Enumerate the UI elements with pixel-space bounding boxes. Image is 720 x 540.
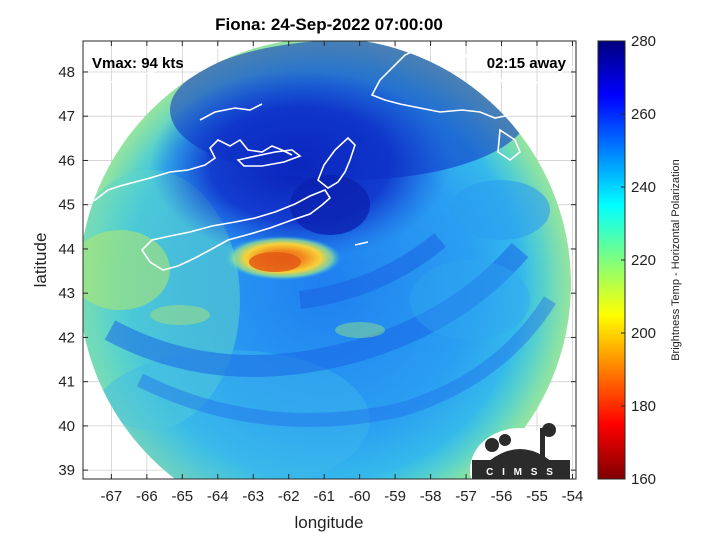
y-tick-label: 45 (58, 197, 75, 214)
y-tick-label: 39 (58, 462, 75, 479)
time-away-label: 02:15 away (487, 55, 567, 72)
x-tick-label: -65 (171, 488, 193, 505)
colorbar-ticks: 160 180 200 220 240 260 280 (621, 33, 656, 488)
x-tick-label: -59 (384, 488, 406, 505)
vmax-label: Vmax: 94 kts (92, 55, 184, 72)
colorbar-tick-label: 160 (631, 471, 656, 488)
x-tick-label: -66 (136, 488, 158, 505)
x-tick-label: -56 (491, 488, 513, 505)
x-tick-label: -60 (349, 488, 371, 505)
colorbar-tick-label: 260 (631, 106, 656, 123)
y-axis-ticks: 39 40 41 42 43 44 45 46 47 48 (58, 64, 576, 479)
y-axis-label: latitude (31, 233, 50, 288)
cimss-logo: C I M S S (470, 423, 570, 512)
x-tick-label: -55 (526, 488, 548, 505)
y-tick-label: 42 (58, 329, 75, 346)
colorbar-scale (597, 40, 626, 480)
x-tick-label: -67 (101, 488, 123, 505)
x-tick-label: -61 (313, 488, 335, 505)
colorbar-tick-label: 220 (631, 252, 656, 269)
colorbar-tick-label: 180 (631, 398, 656, 415)
y-tick-label: 40 (58, 418, 75, 435)
x-tick-label: -63 (242, 488, 264, 505)
colorbar-tick-label: 200 (631, 325, 656, 342)
coastlines (83, 41, 576, 271)
cimss-logo-text: C I M S S (486, 467, 556, 478)
y-tick-label: 46 (58, 152, 75, 169)
x-axis-label: longitude (294, 513, 363, 532)
colorbar-label: Brightness Temp - Horizontal Polarizatio… (670, 159, 682, 361)
colorbar-tick-label: 280 (631, 33, 656, 50)
brightness-temperature-swath (83, 41, 571, 479)
x-tick-label: -58 (420, 488, 442, 505)
colorbar: 160 180 200 220 240 260 280 Brightness Temp - … (597, 33, 682, 488)
x-tick-label: -57 (455, 488, 477, 505)
y-tick-label: 44 (58, 241, 75, 258)
axes-frame (82, 40, 577, 480)
y-tick-label: 41 (58, 374, 75, 391)
y-tick-label: 43 (58, 285, 75, 302)
x-tick-label: -62 (278, 488, 300, 505)
x-axis-ticks: -67 -66 -65 -64 -63 -62 -61 -60 -59 -58 -57 -56 -55-… (101, 41, 584, 505)
y-tick-label: 47 (58, 108, 75, 125)
colorbar-tick-label: 240 (631, 179, 656, 196)
plot-title: Fiona: 24-Sep-2022 07:00:00 (215, 15, 443, 34)
x-tick-label: -54 (562, 488, 584, 505)
y-tick-label: 48 (58, 64, 75, 81)
x-tick-label: -64 (207, 488, 229, 505)
